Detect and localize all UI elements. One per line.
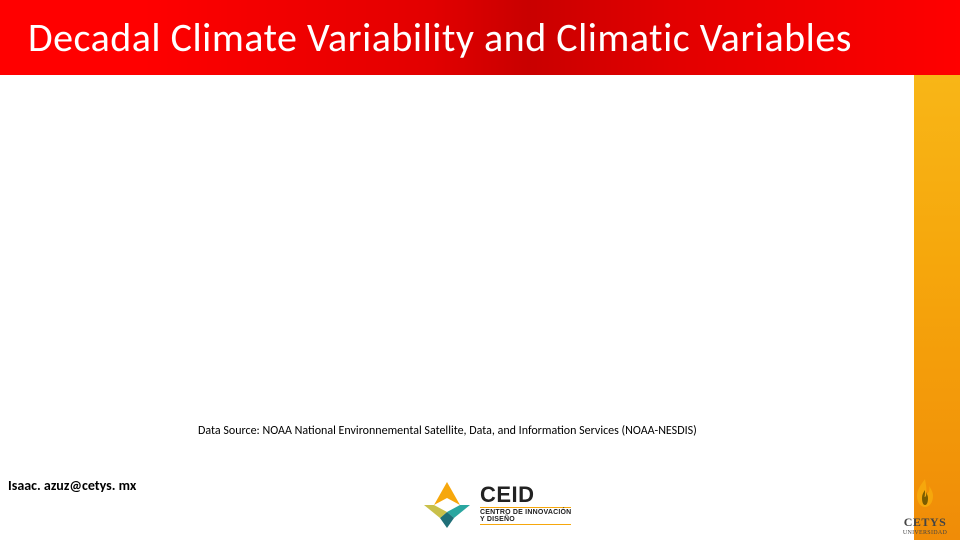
cetys-sub: UNIVERSIDAD — [894, 530, 956, 536]
gold-side-bar — [914, 75, 960, 540]
ceid-divider — [480, 524, 571, 525]
cetys-name: CETYS — [894, 515, 956, 530]
ceid-logo: CEID CENTRO DE INNOVACIÓN Y DISEÑO — [420, 478, 571, 532]
cetys-logo: CETYS UNIVERSIDAD — [894, 478, 956, 536]
slide: Decadal Climate Variability and Climatic… — [0, 0, 960, 540]
ceid-line2: Y DISEÑO — [480, 516, 571, 523]
ceid-diamond-icon — [420, 478, 474, 532]
slide-title: Decadal Climate Variability and Climatic… — [28, 13, 852, 62]
data-source-caption: Data Source: NOAA National Environnement… — [198, 424, 697, 438]
contact-email: Isaac. azuz@cetys. mx — [8, 477, 136, 494]
ceid-divider — [480, 507, 571, 508]
footer: Isaac. azuz@cetys. mx CEID CENTRO DE INN… — [0, 450, 914, 540]
ceid-acronym: CEID — [480, 484, 571, 506]
flame-icon — [913, 478, 937, 508]
ceid-text: CEID CENTRO DE INNOVACIÓN Y DISEÑO — [480, 484, 571, 526]
ceid-line1: CENTRO DE INNOVACIÓN — [480, 509, 571, 516]
content-area — [0, 75, 914, 445]
title-band: Decadal Climate Variability and Climatic… — [0, 0, 960, 75]
